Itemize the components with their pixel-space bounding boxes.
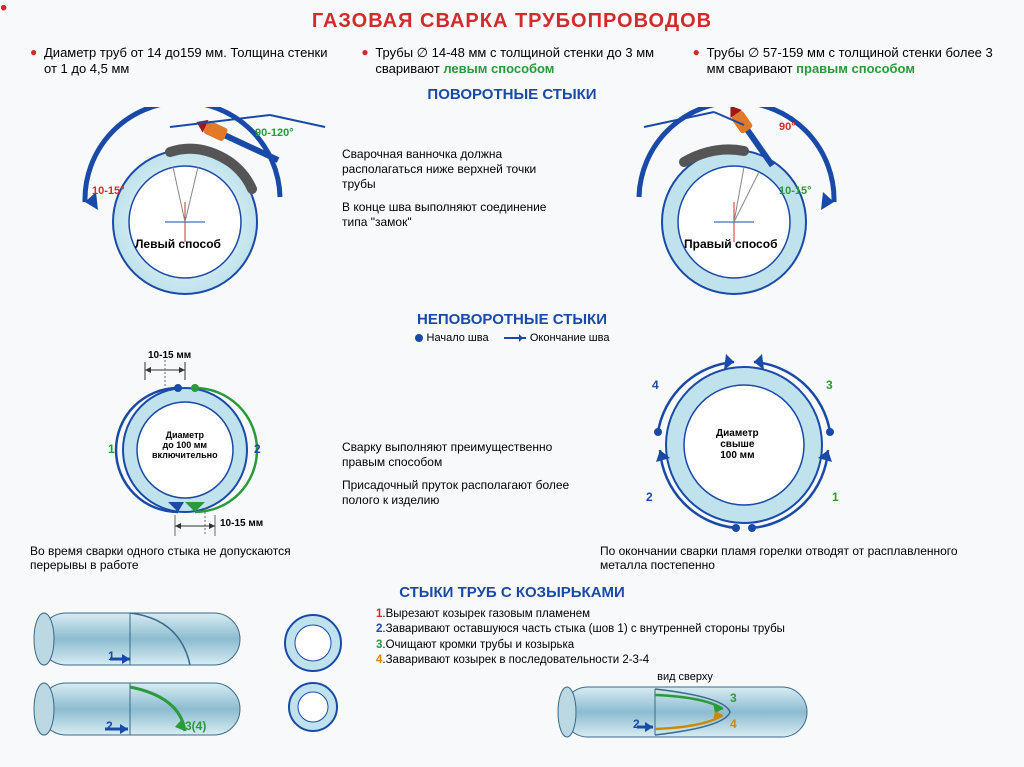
- bb-1: Во время сварки одного стыка не допускаю…: [30, 544, 330, 572]
- bullet-3: Трубы ∅ 57-159 мм с толщиной стенки боле…: [693, 45, 994, 78]
- right-method-caption: Правый способ: [684, 237, 777, 251]
- section2-title: НЕПОВОРОТНЫЕ СТЫКИ: [30, 311, 994, 328]
- right-angle-10-15: 10-15°: [779, 185, 812, 197]
- right-angle-90: 90°: [779, 121, 796, 133]
- tube-b: 2 3(4): [30, 679, 250, 739]
- sec1-mb-2: В конце шва выполняют соединение типа "з…: [342, 200, 572, 230]
- rseg-1: 1: [832, 490, 839, 504]
- left-angle-90-120: 90-120°: [255, 127, 294, 139]
- tube-a: 1: [30, 609, 250, 669]
- tube-a-1: 1: [108, 649, 115, 663]
- em-right: правым способом: [796, 61, 915, 76]
- legend-dot-icon: [415, 334, 423, 342]
- step2-t: Заваривают оставшуюся часть стыка (шов 1…: [386, 623, 785, 635]
- tubes-row: 1 2 3(4): [30, 607, 994, 741]
- sec2-bottom-bullets: Во время сварки одного стыка не допускаю…: [30, 544, 994, 580]
- dim-bot: 10-15 мм: [220, 518, 263, 529]
- seg-1: 1: [108, 442, 115, 456]
- rseg-4: 4: [652, 378, 659, 392]
- tube-stack-left: 1 2 3(4): [30, 609, 250, 739]
- sec1-mb-1: Сварочная ванночка должна располагаться …: [342, 147, 572, 192]
- step-3: 3.Очищают кромки трубы и козырька: [376, 638, 994, 654]
- legend-dot-label: Начало шва: [427, 332, 489, 344]
- right-method-diagram: 90° 10-15° Правый способ: [584, 107, 884, 307]
- steps-list: 1.Вырезают козырек газовым пламенем 2.За…: [376, 607, 994, 669]
- legend-arrow-label: Окончание шва: [530, 332, 610, 344]
- sec1-mid-bullets: Сварочная ванночка должна располагаться …: [342, 107, 572, 238]
- step3-t: Очищают кромки трубы и козырька: [386, 639, 575, 651]
- rseg-3: 3: [826, 378, 833, 392]
- tv-4: 4: [730, 717, 737, 731]
- step1-num: 1: [376, 608, 382, 620]
- step-2: 2.Заваривают оставшуюся часть стыка (шов…: [376, 622, 994, 638]
- step-4: 4.Заваривают козырек в последовательност…: [376, 653, 994, 669]
- right-inner-label: Диаметр свыше 100 мм: [716, 428, 759, 461]
- end-rings: [268, 609, 358, 739]
- tv-2: 2: [633, 717, 640, 731]
- dim-top: 10-15 мм: [148, 350, 191, 361]
- left-inner-label: Диаметр до 100 мм включительно: [152, 430, 218, 460]
- steps-and-topview: 1.Вырезают козырек газовым пламенем 2.За…: [376, 607, 994, 741]
- tube-topview: 2 3 4: [555, 683, 815, 741]
- step4-t: Заваривают козырек в последовательности …: [386, 654, 650, 666]
- tube-b-34: 3(4): [185, 719, 206, 733]
- step3-num: 3: [376, 639, 382, 651]
- sec2-mid-bullets: Сварку выполняют преимущественно правым …: [342, 350, 572, 516]
- left-angle-10-15: 10-15°: [92, 185, 125, 197]
- bullet-1: Диаметр труб от 14 до159 мм. Толщина сте…: [30, 45, 331, 78]
- em-left: левым способом: [443, 61, 554, 76]
- step2-num: 2: [376, 623, 382, 635]
- left-method-caption: Левый способ: [135, 237, 221, 251]
- seg-2: 2: [254, 442, 261, 456]
- tube-b-2: 2: [106, 719, 113, 733]
- left-method-diagram: 90-120° 10-15° Левый способ: [30, 107, 330, 307]
- right-method-svg: [584, 107, 884, 307]
- sec2-mb-2: Присадочный пруток располагают более пол…: [342, 478, 572, 508]
- top-bullets: Диаметр труб от 14 до159 мм. Толщина сте…: [30, 45, 994, 78]
- legend: Начало шва Окончание шва: [30, 332, 994, 344]
- tv-3: 3: [730, 691, 737, 705]
- rseg-2: 2: [646, 490, 653, 504]
- step4-num: 4: [376, 654, 382, 666]
- section1-title: ПОВОРОТНЫЕ СТЫКИ: [30, 86, 994, 103]
- section3-title: СТЫКИ ТРУБ С КОЗЫРЬКАМИ: [30, 584, 994, 601]
- bullet-2: Трубы ∅ 14-48 мм с толщиной стенки до 3 …: [361, 45, 662, 78]
- legend-arrow-icon: [504, 337, 526, 339]
- sec2-mb-1: Сварку выполняют преимущественно правым …: [342, 440, 572, 470]
- nonrot-right-diagram: 1 2 3 4 Диаметр свыше 100 мм: [584, 350, 904, 540]
- nonrot-left-diagram: 10-15 мм 10-15 мм 1 2 Диаметр до 100 мм …: [30, 350, 330, 540]
- step-1: 1.Вырезают козырек газовым пламенем: [376, 607, 994, 623]
- bb-2: По окончании сварки пламя горелки отводя…: [600, 544, 994, 572]
- top-view-label: вид сверху: [376, 671, 994, 683]
- step1-t: Вырезают козырек газовым пламенем: [386, 608, 590, 620]
- main-title: ГАЗОВАЯ СВАРКА ТРУБОПРОВОДОВ: [30, 10, 994, 33]
